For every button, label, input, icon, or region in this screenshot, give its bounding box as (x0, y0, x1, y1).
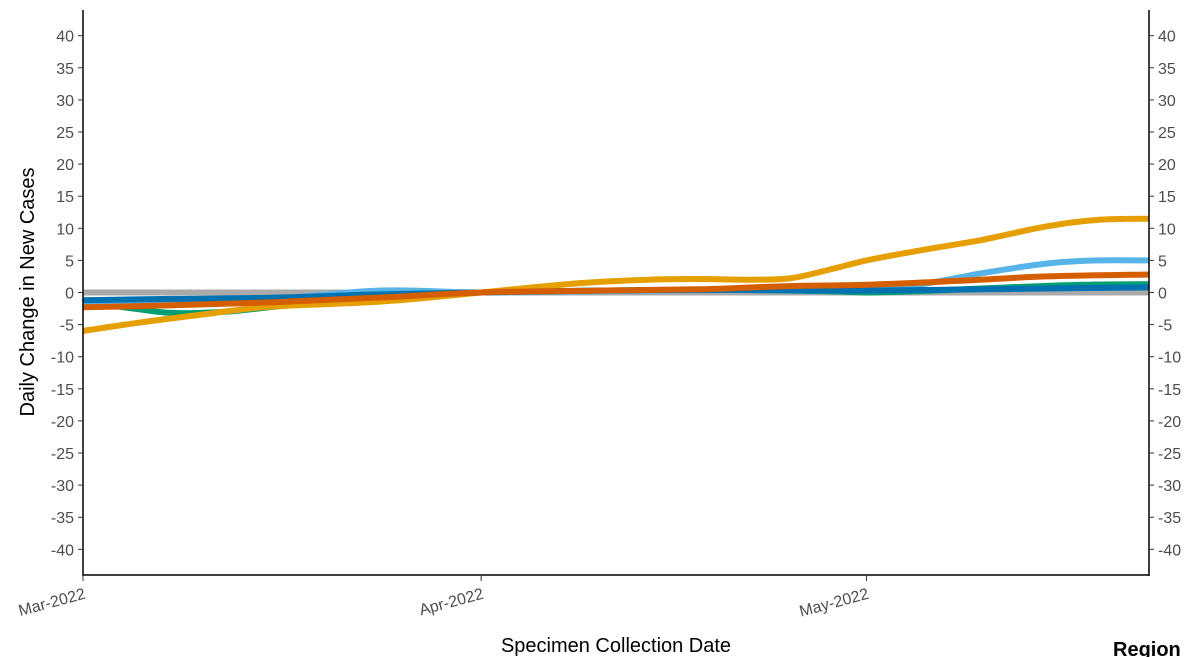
x-tick-label: Apr-2022 (418, 586, 486, 619)
y-tick-label-left: -15 (51, 382, 74, 399)
y-tick-label-right: 15 (1158, 189, 1176, 206)
y-tick-label-left: 15 (56, 189, 74, 206)
y-tick-label-right: 30 (1158, 93, 1176, 110)
y-tick-label-left: 0 (65, 286, 74, 303)
x-tick-label: May-2022 (798, 586, 871, 621)
y-tick-label-right: -15 (1158, 382, 1181, 399)
axes-layer (78, 10, 1154, 581)
y-tick-label-left: -35 (51, 510, 74, 527)
y-tick-label-left: -20 (51, 414, 74, 431)
y-tick-label-right: 10 (1158, 221, 1176, 238)
y-tick-label-right: -30 (1158, 478, 1181, 495)
y-tick-label-left: 10 (56, 221, 74, 238)
x-axis-title: Specimen Collection Date (501, 635, 731, 657)
y-tick-label-left: -5 (60, 318, 74, 335)
series-line-5 (82, 271, 1150, 311)
tick-labels-layer: -40 -40 -35 -35 -30 -30 -25 -25 -20 -20 -15 -15 -10 -… (17, 29, 1181, 621)
legend-title: Region (1113, 639, 1181, 657)
y-tick-label-left: 25 (56, 125, 74, 142)
y-tick-label-right: -5 (1158, 318, 1172, 335)
y-tick-label-right: -25 (1158, 446, 1181, 463)
y-tick-label-right: 5 (1158, 253, 1167, 270)
x-tick-label: Mar-2022 (17, 586, 88, 620)
y-tick-label-left: 20 (56, 157, 74, 174)
y-tick-label-left: -40 (51, 542, 74, 559)
series-lines-layer (82, 215, 1150, 334)
y-axis-title: Daily Change in New Cases (17, 167, 39, 416)
y-tick-label-right: -20 (1158, 414, 1181, 431)
y-tick-label-left: -25 (51, 446, 74, 463)
y-tick-label-right: 35 (1158, 61, 1176, 78)
y-tick-label-right: 0 (1158, 286, 1167, 303)
y-tick-label-right: 20 (1158, 157, 1176, 174)
y-tick-label-left: 35 (56, 61, 74, 78)
y-tick-label-left: 5 (65, 253, 74, 270)
y-tick-label-right: -10 (1158, 350, 1181, 367)
y-tick-label-left: -30 (51, 478, 74, 495)
y-tick-label-right: -40 (1158, 542, 1181, 559)
series-line-4 (82, 215, 1150, 334)
y-tick-label-right: -35 (1158, 510, 1181, 527)
y-tick-label-right: 25 (1158, 125, 1176, 142)
y-tick-label-right: 40 (1158, 29, 1176, 46)
y-tick-label-left: 30 (56, 93, 74, 110)
y-tick-label-left: 40 (56, 29, 74, 46)
y-tick-label-left: -10 (51, 350, 74, 367)
